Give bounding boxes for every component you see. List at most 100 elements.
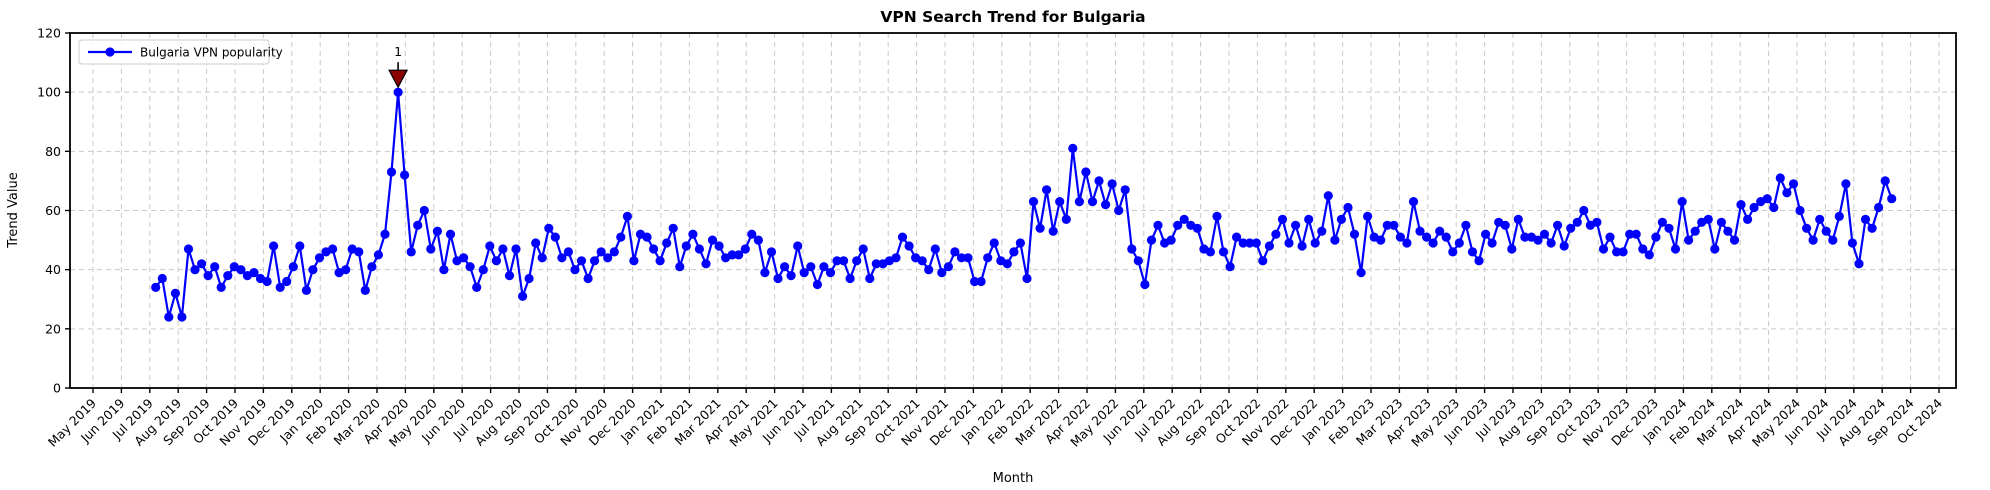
data-point-marker [151,282,161,292]
data-point-marker [1310,238,1320,248]
data-point-marker [1612,247,1622,257]
data-point-marker [1009,247,1019,257]
data-point-marker [1834,211,1844,221]
data-point-marker [419,205,429,216]
data-point-marker [360,285,370,295]
data-point-marker [1677,197,1687,207]
data-point-marker [1389,220,1399,230]
data-point-marker [1087,197,1098,207]
data-point-marker [170,288,180,298]
data-point-marker [445,229,456,239]
data-point-marker [662,238,672,248]
data-point-marker [786,271,796,281]
data-point-marker [603,253,613,263]
data-point-marker [1055,197,1065,207]
data-point-marker [675,262,685,272]
data-point-marker [570,265,580,275]
data-point-marker [1723,226,1733,236]
data-point-marker [1218,247,1229,257]
data-point-marker [295,241,305,251]
data-point-marker [1461,220,1471,230]
data-point-marker [544,223,554,233]
data-point-marker [780,262,790,272]
data-point-marker [1002,259,1012,269]
data-point-marker [1245,238,1255,248]
data-point-marker [753,235,764,245]
data-point-marker [707,235,718,245]
data-point-marker [740,244,750,254]
y-tick-label: 120 [37,26,61,41]
data-point-marker [956,253,967,263]
data-point-marker [897,232,908,242]
data-point-marker [1068,143,1078,153]
data-point-marker [852,256,862,266]
data-point-marker [1035,223,1045,233]
data-point-marker [1566,223,1576,233]
data-point-marker [1435,226,1445,236]
data-point-marker [1520,232,1530,242]
data-point-marker [1559,241,1569,251]
data-point-marker [989,238,999,248]
data-point-marker [1657,217,1667,227]
data-point-marker [1232,232,1242,242]
data-point-marker [190,265,200,275]
data-point-marker [282,276,292,287]
data-point-marker [1402,238,1412,248]
data-point-marker [223,271,233,281]
data-point-marker [1605,232,1615,242]
data-point-marker [1212,211,1222,221]
data-point-marker [1120,185,1130,195]
data-point-marker [1428,238,1438,248]
data-point-marker [983,253,993,263]
data-point-marker [1808,235,1818,245]
data-point-marker [1454,238,1464,248]
data-point-marker [734,250,744,260]
data-point-marker [1179,214,1189,224]
data-point-marker [1618,247,1628,257]
data-point-marker [1703,214,1713,224]
data-point-marker [1507,244,1517,254]
data-point-marker [524,273,534,284]
data-point-marker [478,265,488,275]
data-point-marker [439,265,449,275]
data-point-marker [1841,179,1851,189]
data-point-marker [963,253,973,263]
data-point-marker [531,238,541,248]
data-point-marker [1887,194,1897,204]
data-point-marker [937,268,947,278]
data-point-marker [164,312,174,322]
data-point-marker [1880,176,1890,186]
data-point-marker [518,291,528,301]
data-point-marker [655,256,665,266]
data-point-marker [1081,167,1091,177]
data-point-marker [1015,238,1025,248]
data-point-marker [773,273,783,284]
data-point-marker [1258,256,1268,266]
data-point-marker [1284,238,1294,248]
data-point-marker [1553,220,1563,230]
y-tick-label: 20 [45,321,61,336]
data-point-marker [216,282,226,292]
data-point-marker [1048,226,1058,236]
data-point-marker [832,256,842,266]
data-point-marker [596,247,606,257]
data-point-marker [1114,205,1124,216]
data-point-marker [465,262,475,272]
data-point-marker [1395,232,1405,242]
data-point-marker [328,244,338,254]
y-tick-label: 40 [45,262,61,277]
data-point-marker [839,256,849,266]
data-point-marker [1736,200,1746,210]
data-point-marker [557,253,567,263]
data-point-marker [727,250,737,260]
data-point-marker [406,247,416,257]
data-point-marker [1775,173,1785,183]
data-point-marker [1192,223,1202,233]
data-point-marker [393,87,403,97]
y-tick-label: 80 [45,144,61,159]
data-point-marker [1546,238,1556,248]
annotation-triangle-icon [388,69,409,89]
data-point-marker [1802,223,1812,233]
